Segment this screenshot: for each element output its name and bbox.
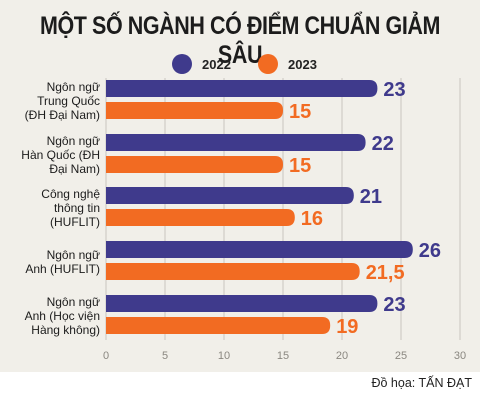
category-label-line: thông tin xyxy=(53,200,100,215)
data-label-2023-2: 15 xyxy=(289,155,311,177)
category-label-line: Anh (Học viện xyxy=(24,308,100,323)
category-label-line: Ngôn ngữ xyxy=(46,79,100,94)
bar-2023-5 xyxy=(106,317,331,334)
bar-2022-2 xyxy=(106,134,366,151)
bar-2023-4 xyxy=(106,263,360,280)
data-label-2023-1: 15 xyxy=(289,101,311,123)
data-label-2023-3: 16 xyxy=(301,208,323,230)
category-label-line: Anh (HUFLIT) xyxy=(25,261,100,276)
category-label: Ngôn ngữ Anh (HUFLIT) xyxy=(4,248,100,276)
x-tick-label: 25 xyxy=(395,350,407,362)
category-label: Ngôn ngữ Anh (Học viện Hàng không) xyxy=(4,295,100,337)
x-tick-label: 10 xyxy=(218,350,230,362)
category-label-line: Trung Quốc xyxy=(37,93,100,108)
data-label-2022-4: 26 xyxy=(419,240,441,262)
chart-title: MỘT SỐ NGÀNH CÓ ĐIỂM CHUẨN GIẢM SÂU xyxy=(40,12,440,69)
x-tick-label: 20 xyxy=(336,350,348,362)
chart-legend: 2022 2023 xyxy=(0,54,480,74)
category-label-line: Ngôn ngữ xyxy=(46,294,100,309)
legend-swatch-2023 xyxy=(258,54,278,74)
graphic-credit: Đồ họa: TẤN ĐẠT xyxy=(371,376,472,390)
category-label-line: Hàn Quốc (ĐH xyxy=(21,147,100,162)
x-tick-label: 15 xyxy=(277,350,289,362)
bar-2022-3 xyxy=(106,187,354,204)
data-label-2023-5: 19 xyxy=(336,316,358,338)
data-label-2022-1: 23 xyxy=(383,79,405,101)
bar-2022-4 xyxy=(106,241,413,258)
category-label-line: Đại Nam) xyxy=(49,161,100,176)
category-label-line: Công nghệ xyxy=(41,186,100,201)
bar-2023-1 xyxy=(106,102,283,119)
legend-label-2022: 2022 xyxy=(202,56,231,72)
bar-2023-2 xyxy=(106,156,283,173)
category-label: Công nghệ thông tin (HUFLIT) xyxy=(4,187,100,229)
data-label-2022-2: 22 xyxy=(372,133,394,155)
x-tick-label: 0 xyxy=(103,350,109,362)
bar-2022-1 xyxy=(106,80,378,97)
data-label-2022-3: 21 xyxy=(360,186,382,208)
category-label: Ngôn ngữ Trung Quốc (ĐH Đại Nam) xyxy=(4,80,100,122)
data-label-2022-5: 23 xyxy=(383,294,405,316)
legend-item-2023: 2023 xyxy=(258,54,317,74)
bar-chart: 23 22 21 26 23 15 15 16 21,5 19 0 5 10 15 20 25 30 xyxy=(103,78,466,362)
category-label: Ngôn ngữ Hàn Quốc (ĐH Đại Nam) xyxy=(4,134,100,176)
category-label-line: Ngôn ngữ xyxy=(46,247,100,262)
x-tick-label: 30 xyxy=(454,350,466,362)
category-label-line: Hàng không) xyxy=(31,322,100,337)
legend-label-2023: 2023 xyxy=(288,56,317,72)
category-label-line: Ngôn ngữ xyxy=(46,133,100,148)
legend-swatch-2022 xyxy=(172,54,192,74)
category-label-line: (HUFLIT) xyxy=(50,214,100,229)
bar-2023-3 xyxy=(106,209,295,226)
legend-item-2022: 2022 xyxy=(172,54,231,74)
data-label-2023-4: 21,5 xyxy=(366,262,405,284)
category-label-line: (ĐH Đại Nam) xyxy=(24,107,100,122)
bar-2022-5 xyxy=(106,295,378,312)
x-tick-label: 5 xyxy=(162,350,168,362)
